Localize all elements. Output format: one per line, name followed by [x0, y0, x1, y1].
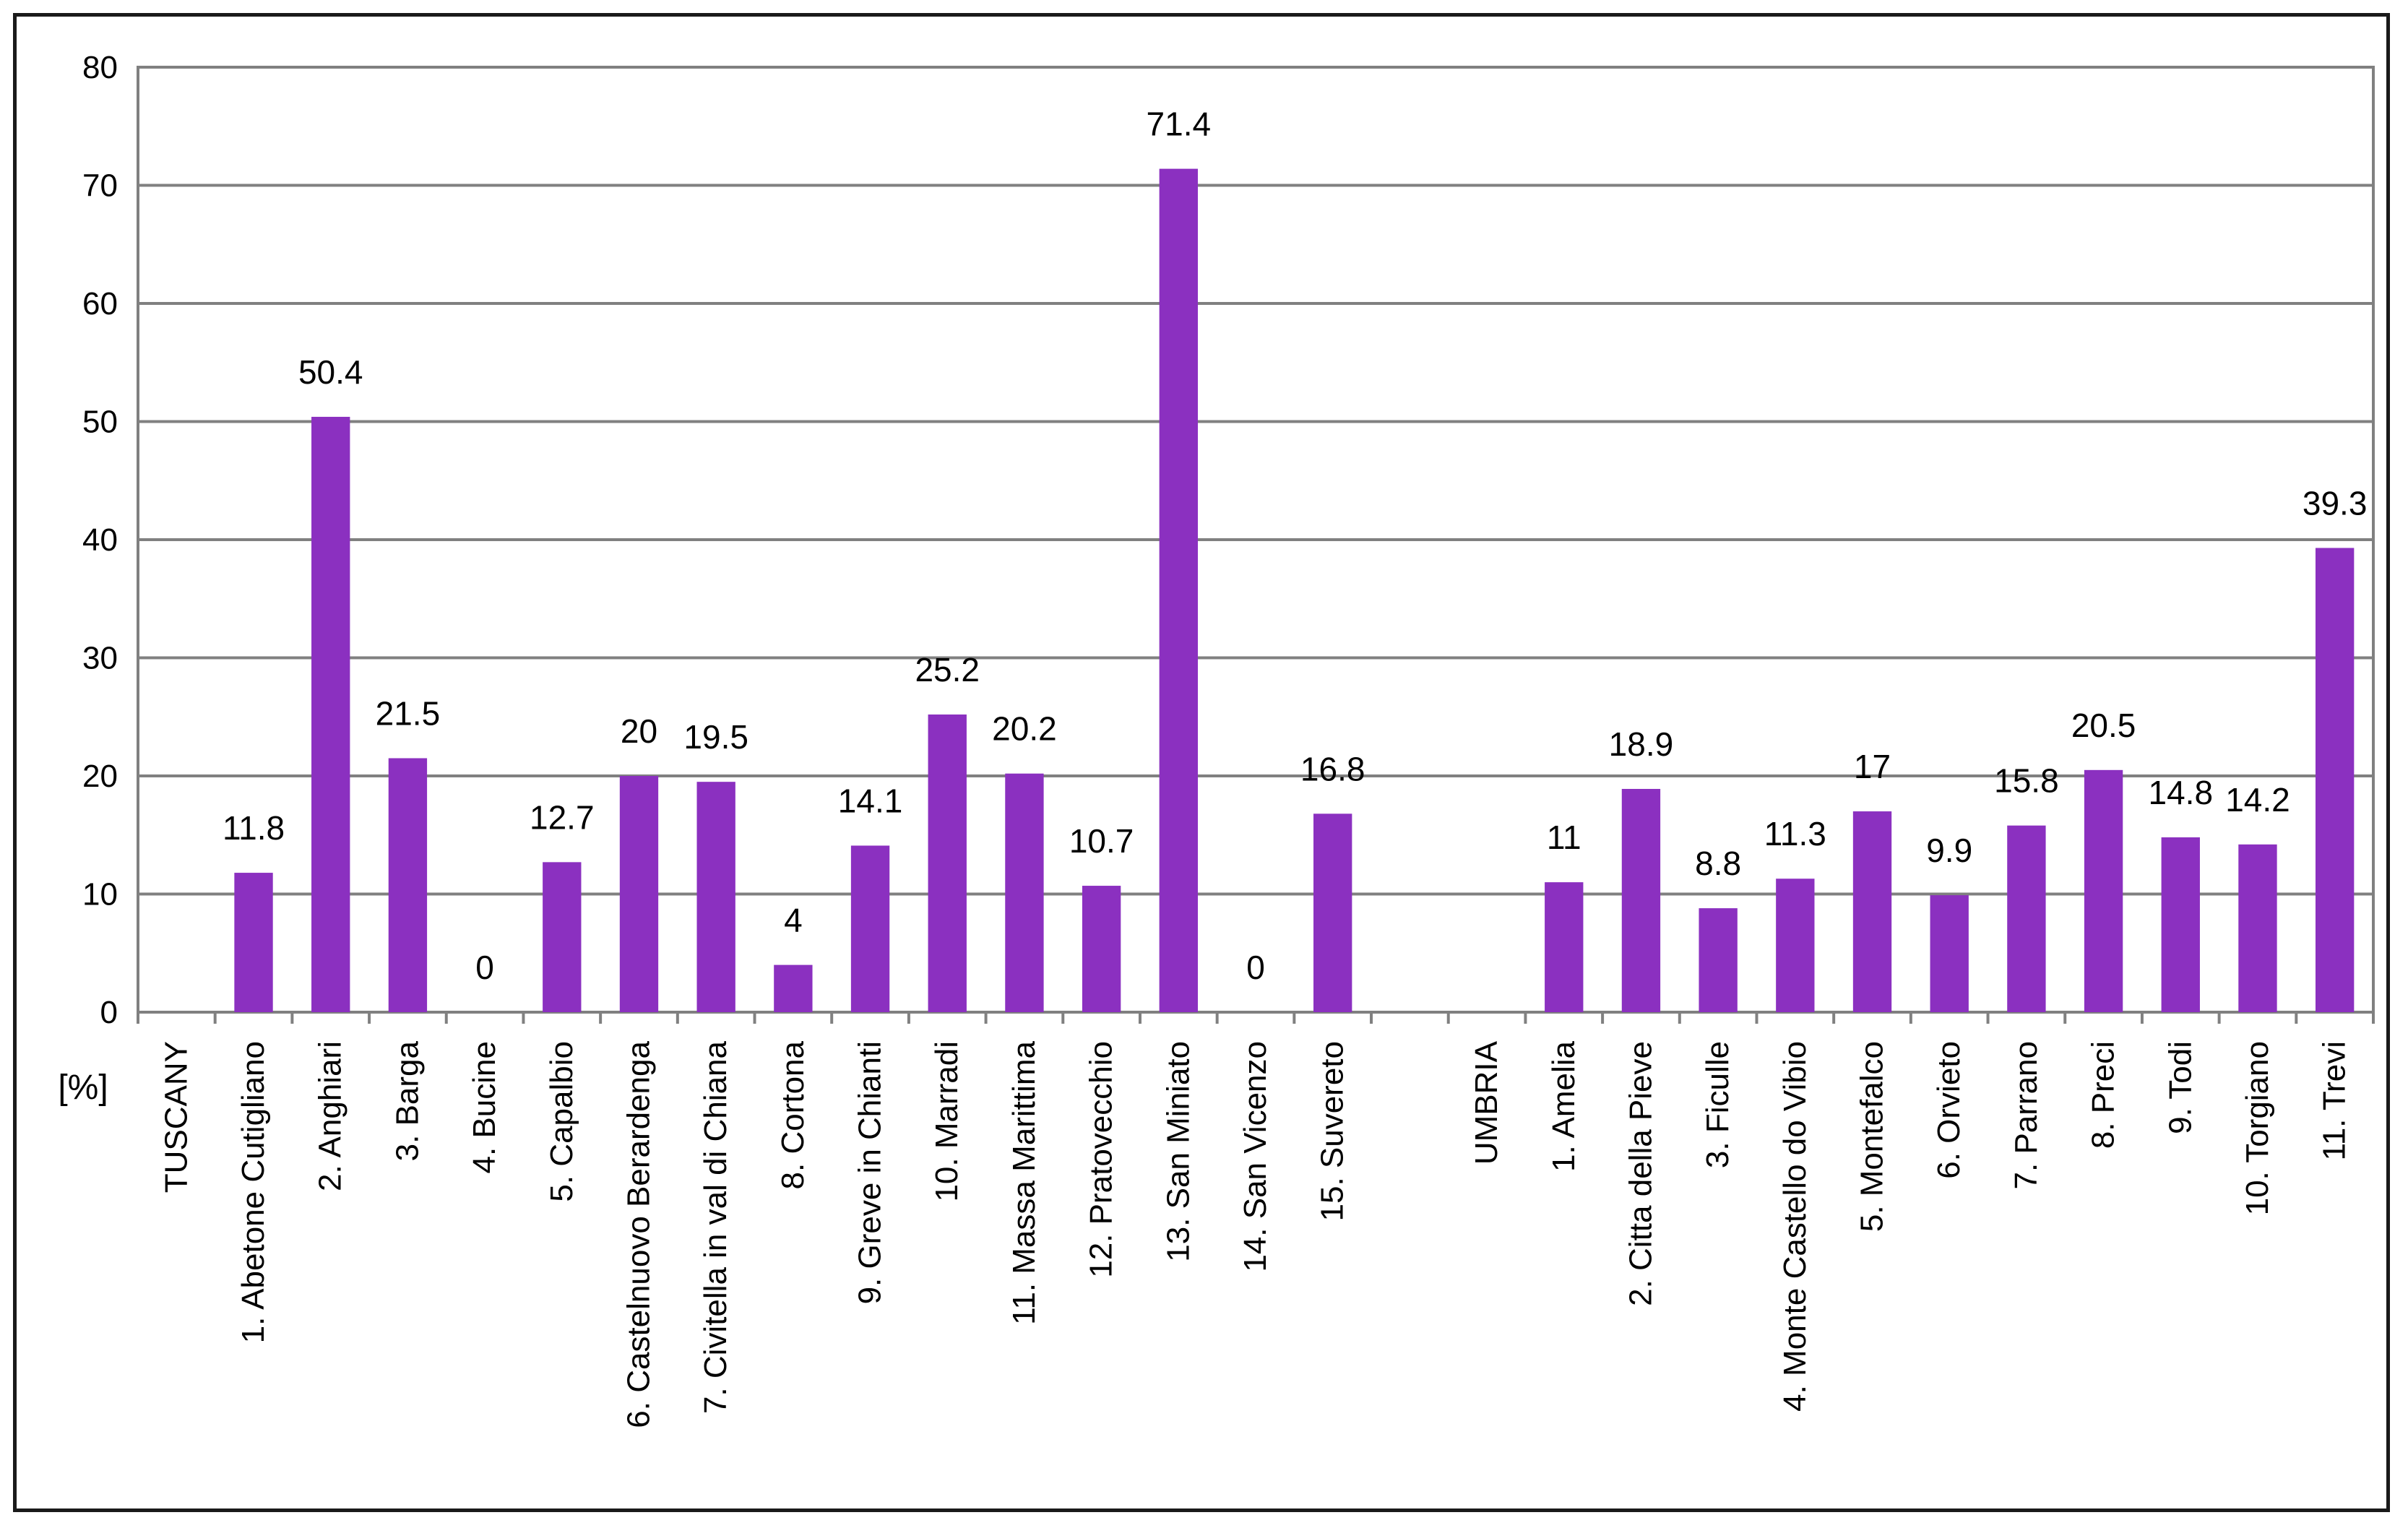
data-labels: 11.8 50.4 21.5 0 12.7 20 19.5 4 14.1 25.2 20.2 10.7… — [223, 105, 2367, 986]
bar — [696, 782, 735, 1012]
chart-frame: 0 10 20 30 40 50 60 70 80 11.8 50.4 21.5 0 12.7 20 19.… — [13, 13, 2390, 1512]
data-label: 19.5 — [683, 718, 748, 756]
category-label: TUSCANY — [158, 1041, 194, 1193]
bar — [234, 873, 273, 1012]
data-label: 16.8 — [1300, 750, 1365, 787]
bar — [2007, 825, 2046, 1012]
data-label: 71.4 — [1147, 105, 1212, 143]
bar — [2315, 548, 2355, 1012]
category-label: 12. Pratovecchio — [1084, 1041, 1119, 1278]
data-label: 18.9 — [1609, 725, 1674, 763]
y-tick-label: 0 — [100, 995, 118, 1030]
bar — [1082, 886, 1121, 1012]
y-tick-label: 60 — [82, 286, 118, 321]
bar — [619, 776, 659, 1012]
category-label: 8. Cortona — [775, 1040, 811, 1189]
bar — [1545, 882, 1584, 1012]
category-label: 2. Anghiari — [313, 1041, 348, 1191]
bar — [1699, 908, 1738, 1012]
data-label: 11.8 — [223, 809, 285, 847]
category-label: 7. Parrano — [2008, 1041, 2044, 1189]
bars — [234, 168, 2355, 1013]
bar — [2238, 844, 2277, 1012]
data-label: 12.7 — [530, 798, 595, 836]
category-label: 3. Ficulle — [1700, 1041, 1735, 1168]
category-label: 11. Trevi — [2317, 1041, 2352, 1160]
data-label: 14.1 — [838, 782, 903, 819]
category-label: 4. Bucine — [467, 1041, 502, 1173]
data-label: 25.2 — [915, 651, 980, 689]
category-label: UMBRIA — [1469, 1040, 1504, 1165]
y-tick-label: 20 — [82, 759, 118, 794]
data-label: 39.3 — [2303, 484, 2368, 522]
data-label: 14.2 — [2225, 781, 2290, 819]
bar — [1159, 168, 1198, 1013]
category-label: 3. Barga — [389, 1040, 425, 1161]
category-label: 10. Marradi — [929, 1041, 965, 1202]
y-tick-label: 70 — [82, 168, 118, 204]
data-label: 8.8 — [1695, 845, 1741, 882]
data-label: 4 — [784, 902, 803, 939]
category-label: 1. Abetone Cutigliano — [236, 1041, 271, 1343]
category-label: 5. Capalbio — [544, 1041, 579, 1202]
data-label: 0 — [1246, 949, 1265, 986]
data-label: 10.7 — [1069, 822, 1134, 860]
bar — [1930, 895, 1969, 1012]
category-label: 6. Orvieto — [1931, 1041, 1967, 1179]
data-label: 20.2 — [992, 710, 1057, 748]
category-label: 14. San Vicenzo — [1238, 1041, 1273, 1272]
data-label: 20.5 — [2071, 707, 2136, 744]
category-label: 6. Castelnuovo Berardenga — [621, 1040, 656, 1428]
data-label: 0 — [475, 949, 494, 986]
bar — [928, 714, 967, 1012]
data-label: 21.5 — [376, 694, 441, 732]
bar — [1852, 811, 1892, 1012]
data-label: 17 — [1854, 748, 1891, 785]
data-label: 14.8 — [2149, 774, 2214, 811]
category-label: 5. Montefalco — [1855, 1041, 1890, 1232]
bar — [2084, 769, 2123, 1012]
y-tick-label: 80 — [82, 50, 118, 85]
bar — [543, 862, 582, 1012]
y-tick-label: 40 — [82, 522, 118, 558]
bar — [388, 758, 428, 1012]
category-label: 15. Suvereto — [1315, 1041, 1350, 1222]
bar — [850, 845, 890, 1012]
category-label: 10. Torgiano — [2240, 1041, 2275, 1215]
category-label: 4. Monte Castello do Vibio — [1777, 1041, 1813, 1412]
bar — [1776, 879, 1815, 1012]
category-label: 7. Civitella in val di Chiana — [698, 1040, 733, 1414]
gridlines — [137, 66, 2375, 1024]
category-label: 1. Amelia — [1546, 1040, 1581, 1172]
y-tick-label: 30 — [82, 641, 118, 676]
category-label: 8. Preci — [2086, 1041, 2121, 1149]
data-label: 11 — [1547, 819, 1581, 856]
data-label: 11.3 — [1764, 815, 1826, 853]
y-axis-label: [%] — [58, 1069, 108, 1107]
bar — [1313, 813, 1352, 1012]
bar — [1621, 788, 1661, 1012]
category-label: 13. San Miniato — [1160, 1041, 1196, 1262]
bar — [311, 416, 350, 1012]
category-label: 9. Todi — [2162, 1041, 2198, 1134]
data-label: 50.4 — [298, 353, 363, 391]
y-tick-label: 50 — [82, 405, 118, 440]
y-axis-ticks: 0 10 20 30 40 50 60 70 80 — [82, 50, 118, 1030]
bar — [1005, 773, 1044, 1012]
y-tick-label: 10 — [82, 877, 118, 912]
data-label: 9.9 — [1926, 832, 1972, 869]
bar — [774, 964, 813, 1012]
x-axis-categories: TUSCANY 1. Abetone Cutigliano 2. Anghiari 3… — [158, 1040, 2352, 1428]
category-label: 11. Massa Marittima — [1006, 1040, 1042, 1324]
category-label: 2. Citta della Pieve — [1623, 1041, 1658, 1306]
category-label: 9. Greve in Chianti — [853, 1041, 888, 1304]
bar — [2161, 837, 2200, 1012]
data-label: 20 — [621, 712, 657, 750]
data-label: 15.8 — [1994, 762, 2059, 800]
